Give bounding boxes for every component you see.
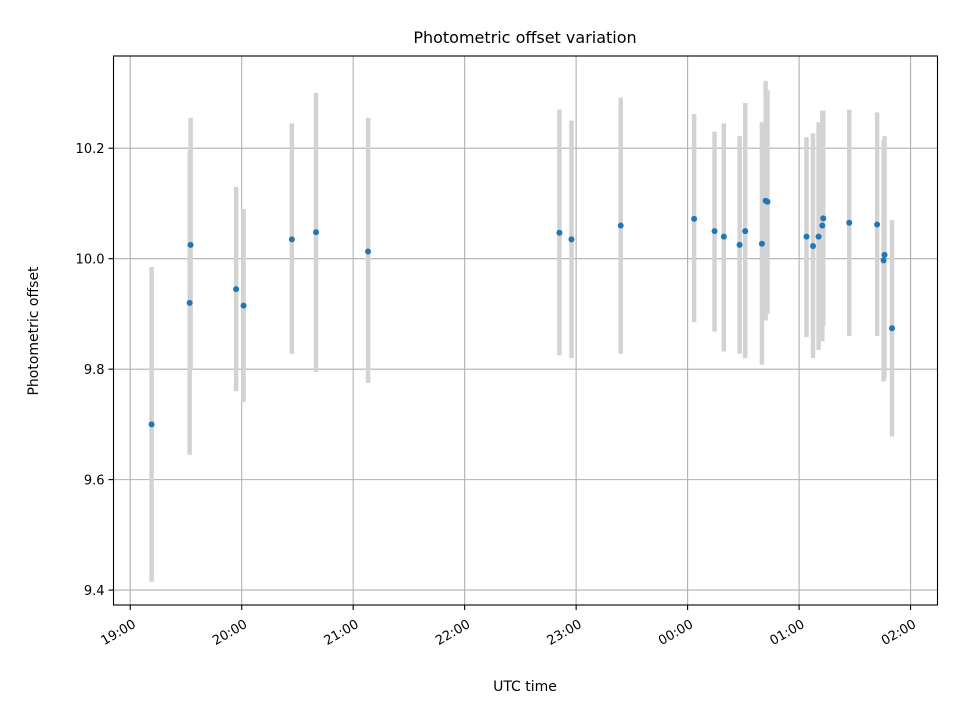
y-tick-label: 9.6 xyxy=(84,474,105,489)
data-point xyxy=(736,241,743,248)
data-point xyxy=(819,222,826,229)
data-point xyxy=(881,251,888,258)
data-point xyxy=(148,421,155,428)
plot-frame xyxy=(112,55,939,606)
y-tick-label: 9.8 xyxy=(84,363,105,378)
data-point xyxy=(880,257,887,264)
data-point xyxy=(691,215,698,222)
y-axis-ticks: 9.4 9.6 9.8 10.0 10.2 xyxy=(76,142,114,599)
data-point xyxy=(758,240,765,247)
y-tick-label: 10.0 xyxy=(76,253,105,268)
data-point xyxy=(874,221,881,228)
data-point xyxy=(365,248,372,255)
y-axis-label: Photometric offset xyxy=(26,266,42,396)
y-tick-label: 9.4 xyxy=(84,584,105,599)
data-point xyxy=(313,229,320,236)
data-point xyxy=(186,299,193,306)
grid-lines xyxy=(113,56,938,605)
x-axis-label: UTC time xyxy=(493,679,557,695)
data-point xyxy=(764,198,771,205)
y-tick-label: 10.2 xyxy=(76,142,105,157)
data-point xyxy=(846,219,853,226)
data-point xyxy=(742,228,749,235)
data-point xyxy=(288,236,295,243)
data-point xyxy=(815,233,822,240)
data-point xyxy=(820,215,827,222)
data-point xyxy=(240,302,247,309)
data-point xyxy=(233,286,240,293)
data-point xyxy=(187,241,194,248)
data-points xyxy=(148,197,895,428)
data-point xyxy=(617,222,624,229)
data-point xyxy=(810,242,817,249)
data-point xyxy=(803,233,810,240)
data-point xyxy=(556,229,563,236)
data-point xyxy=(711,228,718,235)
chart-title: Photometric offset variation xyxy=(413,28,636,47)
data-point xyxy=(568,236,575,243)
data-point xyxy=(720,233,727,240)
data-point xyxy=(888,325,895,332)
